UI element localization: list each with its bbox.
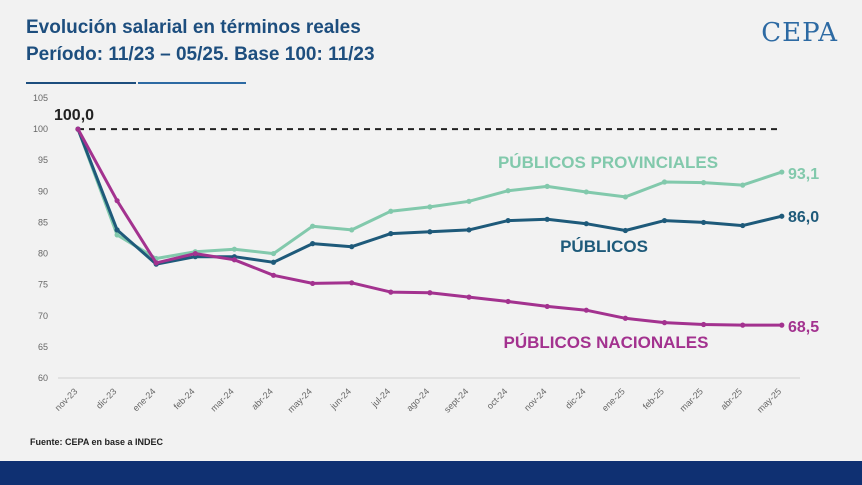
data-point-nacionales <box>740 322 746 328</box>
data-point-provinciales <box>544 183 550 189</box>
data-point-nacionales <box>114 198 120 204</box>
y-tick-label: 95 <box>38 155 48 165</box>
data-point-nacionales <box>544 303 550 310</box>
data-point-nacionales <box>505 298 511 305</box>
data-point-nacionales <box>622 315 629 321</box>
data-point-publicos <box>701 219 707 226</box>
data-point-nacionales <box>701 321 707 328</box>
data-point-provinciales <box>349 227 355 233</box>
baseline-label: 100,0 <box>54 107 94 124</box>
data-point-publicos <box>779 213 785 219</box>
data-point-publicos <box>583 221 589 227</box>
series-line-publicos <box>76 127 784 266</box>
data-point-provinciales <box>661 179 668 185</box>
x-tick-label: abr-25 <box>719 386 744 411</box>
x-tick-label: may-25 <box>755 386 783 414</box>
end-value-nacionales: 68,5 <box>788 319 819 336</box>
x-tick-label: dic-24 <box>563 386 587 410</box>
data-point-publicos <box>740 222 746 229</box>
data-point-nacionales <box>583 307 589 313</box>
data-point-publicos <box>270 259 277 265</box>
data-point-provinciales <box>583 189 589 195</box>
data-point-nacionales <box>153 260 159 266</box>
x-tick-label: may-24 <box>286 386 314 414</box>
series-label-nacionales: PÚBLICOS NACIONALES <box>504 333 709 352</box>
title-underline-left <box>26 82 136 84</box>
data-point-nacionales <box>661 320 668 326</box>
data-point-publicos <box>427 229 433 235</box>
data-point-publicos <box>388 231 394 237</box>
y-tick-label: 80 <box>38 249 48 259</box>
x-tick-label: nov-24 <box>522 386 549 413</box>
data-point-publicos <box>310 241 316 247</box>
data-point-provinciales <box>270 250 277 257</box>
y-tick-label: 60 <box>38 373 48 383</box>
data-point-nacionales <box>75 126 81 132</box>
data-point-provinciales <box>388 208 394 214</box>
data-point-publicos <box>466 227 472 233</box>
chart-title: Evolución salarial en términos reales Pe… <box>26 14 375 68</box>
y-tick-label: 65 <box>38 342 48 352</box>
x-tick-label: mar-25 <box>678 386 705 413</box>
x-tick-label: jul-24 <box>369 386 392 409</box>
series-line-provinciales <box>76 127 784 260</box>
data-point-nacionales <box>427 290 433 296</box>
data-point-publicos <box>622 227 629 234</box>
data-point-provinciales <box>779 169 785 175</box>
y-tick-label: 70 <box>38 311 48 321</box>
source-note: Fuente: CEPA en base a INDEC <box>30 437 164 447</box>
x-tick-label: ene-25 <box>600 386 627 413</box>
data-point-nacionales <box>192 250 198 257</box>
x-tick-label: jun-24 <box>328 386 353 411</box>
data-point-publicos <box>349 244 355 250</box>
data-point-nacionales <box>388 289 394 295</box>
cepa-logo: CEPA <box>761 18 838 48</box>
data-point-nacionales <box>231 257 237 263</box>
data-point-publicos <box>544 216 550 222</box>
data-point-provinciales <box>310 223 316 229</box>
x-tick-label: mar-24 <box>209 386 236 413</box>
title-line-2: Período: 11/23 – 05/25. Base 100: 11/23 <box>26 44 375 65</box>
x-tick-label: oct-24 <box>485 386 510 411</box>
x-tick-label: sept-24 <box>442 386 470 414</box>
data-point-provinciales <box>505 188 511 194</box>
x-tick-label: dic-23 <box>94 386 118 410</box>
x-tick-label: feb-25 <box>641 386 666 411</box>
y-tick-label: 75 <box>38 280 48 290</box>
x-tick-label: abr-24 <box>249 386 274 411</box>
x-tick-label: feb-24 <box>172 386 197 411</box>
data-point-provinciales <box>740 182 746 188</box>
x-tick-label: ago-24 <box>404 386 431 413</box>
data-point-nacionales <box>310 280 316 287</box>
data-point-provinciales <box>701 180 707 186</box>
footer-bar <box>0 461 862 485</box>
y-tick-label: 100 <box>33 124 48 134</box>
data-point-nacionales <box>270 272 277 278</box>
end-value-publicos: 86,0 <box>788 209 819 226</box>
series-label-provinciales: PÚBLICOS PROVINCIALES <box>498 153 718 172</box>
x-tick-label: nov-23 <box>53 386 80 413</box>
end-value-provinciales: 93,1 <box>788 166 819 183</box>
data-point-nacionales <box>466 294 472 300</box>
series-label-publicos: PÚBLICOS <box>560 237 648 256</box>
data-point-publicos <box>505 217 511 224</box>
y-tick-label: 105 <box>33 93 48 103</box>
y-tick-label: 85 <box>38 217 48 227</box>
data-point-publicos <box>661 217 668 224</box>
data-point-provinciales <box>231 246 237 252</box>
title-underline-right <box>138 82 246 84</box>
title-line-1: Evolución salarial en términos reales <box>26 17 361 38</box>
x-tick-label: ene-24 <box>131 386 158 413</box>
data-point-provinciales <box>427 204 433 210</box>
data-point-provinciales <box>114 232 120 238</box>
data-point-provinciales <box>622 194 629 200</box>
y-tick-label: 90 <box>38 186 48 196</box>
data-point-nacionales <box>779 322 785 328</box>
data-point-provinciales <box>466 198 472 204</box>
data-point-nacionales <box>349 280 355 286</box>
data-point-publicos <box>114 227 120 233</box>
